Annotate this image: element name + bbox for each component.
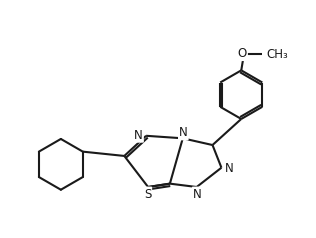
Text: CH₃: CH₃ xyxy=(266,48,288,61)
Text: N: N xyxy=(193,188,202,201)
Text: S: S xyxy=(144,188,151,201)
Text: N: N xyxy=(225,162,234,175)
Text: N: N xyxy=(179,126,188,139)
Text: N: N xyxy=(134,129,143,142)
Text: O: O xyxy=(238,47,247,60)
